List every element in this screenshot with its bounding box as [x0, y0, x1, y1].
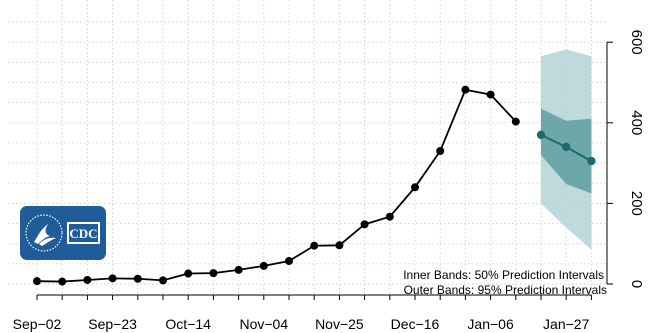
observed-point: [259, 261, 268, 270]
observed-point: [486, 90, 495, 99]
x-tick-label: Nov−04: [239, 316, 288, 332]
y-tick-label: 200: [628, 191, 645, 216]
forecast-point: [562, 142, 571, 152]
cdc-mark-text: CDC: [69, 226, 97, 241]
logo-background: [20, 206, 106, 260]
observed-point: [58, 277, 67, 286]
observed-line: [36, 88, 517, 283]
y-tick-label: 400: [628, 110, 645, 135]
x-tick-label: Sep−23: [88, 316, 137, 332]
x-tick-label: Jan−06: [467, 316, 514, 332]
x-tick-label: Oct−14: [165, 316, 211, 332]
observed-point: [436, 146, 445, 155]
hhs-eagle-logo-icon: [25, 214, 63, 252]
cdc-logo: CDC: [20, 206, 106, 260]
grid-layer: [8, 0, 607, 295]
y-tick-label: 600: [628, 30, 645, 55]
observed-point: [285, 257, 293, 266]
outer-band-note: Outer Bands: 95% Prediction Intervals: [404, 283, 607, 297]
observed-point: [184, 269, 193, 278]
y-tick-label: 0: [628, 280, 645, 288]
observed-point: [360, 220, 369, 229]
observed-point: [33, 277, 41, 286]
inner-band-note: Inner Bands: 50% Prediction Intervals: [403, 268, 604, 282]
x-tick-label: Sep−02: [13, 316, 62, 332]
observed-point: [234, 265, 243, 274]
forecast-point: [587, 156, 596, 166]
axes: Sep−02 Sep−23 Oct−14 Nov−04 Nov−25 Dec−16 Jan−…: [13, 30, 645, 332]
x-tick-label: Dec−16: [391, 316, 440, 332]
observed-point: [83, 275, 92, 284]
observed-point: [108, 274, 117, 283]
observed-point: [335, 241, 344, 250]
forecast-point: [536, 130, 546, 140]
observed-point: [461, 85, 470, 94]
series-points: [33, 85, 596, 286]
x-tick-label: Jan−27: [543, 316, 590, 332]
observed-point: [411, 183, 419, 192]
observed-point: [159, 276, 167, 285]
observed-point: [511, 117, 520, 126]
x-tick-label: Nov−25: [315, 316, 364, 332]
observed-point: [133, 274, 142, 283]
observed-point: [385, 212, 394, 221]
observed-point: [209, 269, 218, 278]
observed-point: [310, 241, 319, 250]
